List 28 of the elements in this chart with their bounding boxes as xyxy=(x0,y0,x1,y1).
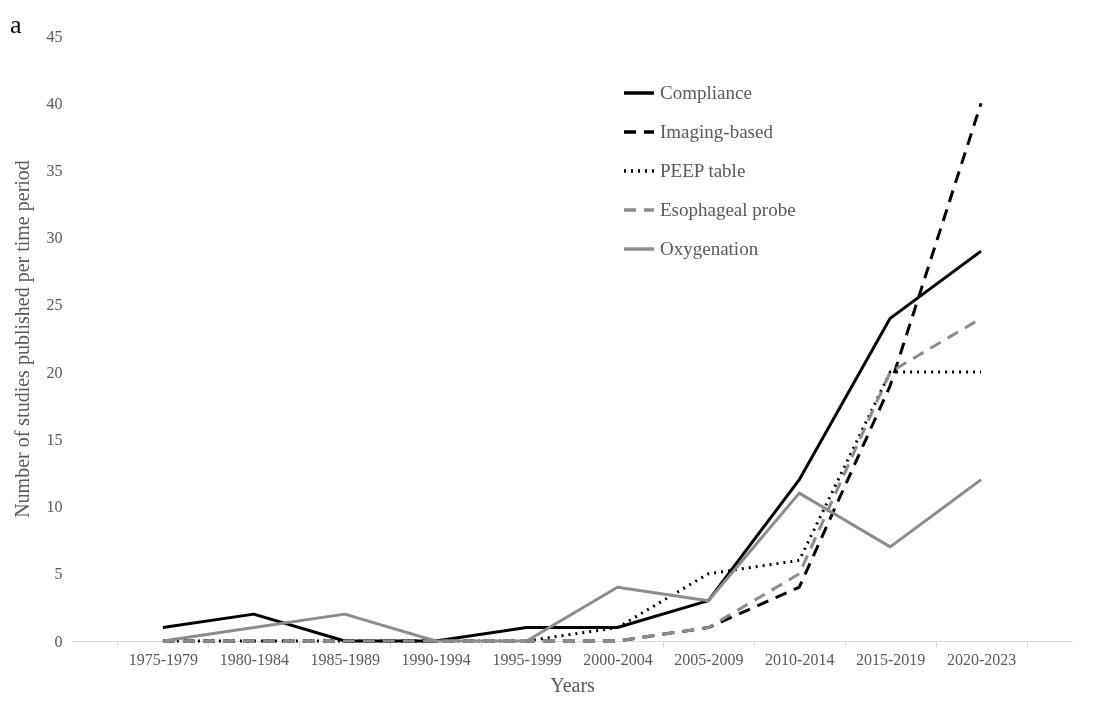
y-tick-label: 40 xyxy=(46,94,63,112)
y-tick-label: 45 xyxy=(46,27,63,45)
y-tick-label: 25 xyxy=(46,296,63,314)
legend-label: Esophageal probe xyxy=(660,199,796,220)
legend-label: PEEP table xyxy=(660,160,746,181)
text: a xyxy=(10,10,22,39)
x-tick-label: 2010-2014 xyxy=(765,650,835,668)
legend-label: Imaging-based xyxy=(660,121,774,142)
legend-label: Oxygenation xyxy=(660,238,759,259)
y-tick-label: 35 xyxy=(46,161,63,179)
y-tick-label: 5 xyxy=(54,565,63,583)
x-tick-label: 2015-2019 xyxy=(856,650,926,668)
x-tick-label: 1995-1999 xyxy=(492,650,562,668)
x-axis-title: Years xyxy=(550,673,596,696)
y-axis-title: Number of studies published per time period xyxy=(10,160,34,518)
y-tick-label: 10 xyxy=(46,498,63,516)
y-tick-label: 30 xyxy=(46,229,63,247)
x-tick-label: 2000-2004 xyxy=(583,650,653,668)
y-tick-label: 15 xyxy=(46,430,63,448)
x-tick-label: 2005-2009 xyxy=(674,650,744,668)
x-tick-label: 1975-1979 xyxy=(128,650,199,668)
x-tick-label: 1985-1989 xyxy=(310,650,380,668)
y-tick-label: 0 xyxy=(54,632,63,650)
y-tick-label: 20 xyxy=(46,363,63,381)
legend-label: Compliance xyxy=(660,82,752,103)
x-tick-label: 2020-2023 xyxy=(946,650,1017,668)
x-tick-label: 1980-1984 xyxy=(219,650,289,668)
x-tick-label: 1990-1994 xyxy=(401,650,471,668)
